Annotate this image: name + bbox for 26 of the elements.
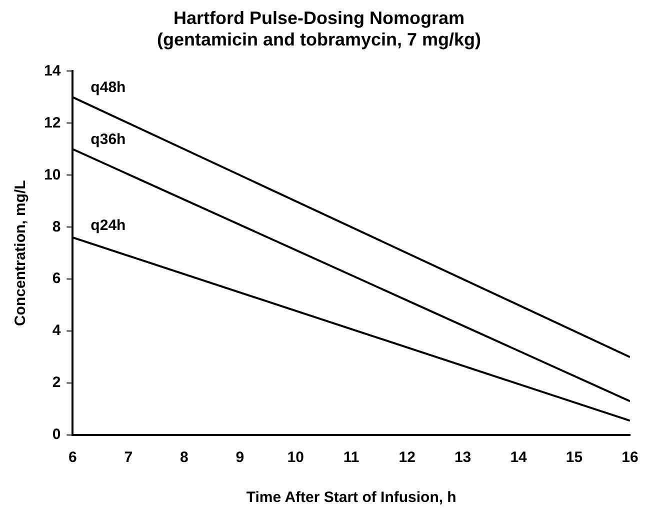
x-tick-label: 11 (343, 449, 360, 466)
x-tick-label: 15 (566, 449, 583, 466)
y-tick-label: 12 (44, 114, 61, 132)
y-tick-label: 0 (52, 426, 61, 444)
series-label: q48h (90, 79, 126, 96)
y-tick-label: 10 (44, 166, 61, 184)
series-label: q24h (90, 217, 126, 234)
x-tick-label: 14 (510, 449, 528, 466)
x-tick-label: 9 (236, 449, 244, 466)
chart-subtitle: (gentamicin and tobramycin, 7 mg/kg) (156, 29, 482, 50)
x-tick-label: 8 (180, 449, 188, 466)
y-axis-title: Concentration, mg/L (12, 180, 30, 326)
x-tick-label: 6 (68, 449, 77, 466)
x-tick-label: 13 (454, 449, 472, 466)
x-tick-label: 7 (124, 449, 133, 466)
x-tick-label: 10 (287, 449, 304, 466)
y-tick-label: 8 (52, 218, 61, 236)
series-label: q36h (90, 130, 126, 148)
y-tick-label: 6 (52, 270, 61, 288)
x-tick-label: 12 (398, 449, 416, 466)
chart-title: Hartford Pulse-Dosing Nomogram (173, 8, 465, 28)
y-tick-label: 14 (44, 62, 62, 80)
y-tick-label: 4 (52, 322, 62, 340)
y-tick-label: 2 (52, 374, 61, 392)
x-tick-label: 16 (622, 449, 638, 466)
x-axis-title: Time After Start of Infusion, h (246, 489, 456, 506)
